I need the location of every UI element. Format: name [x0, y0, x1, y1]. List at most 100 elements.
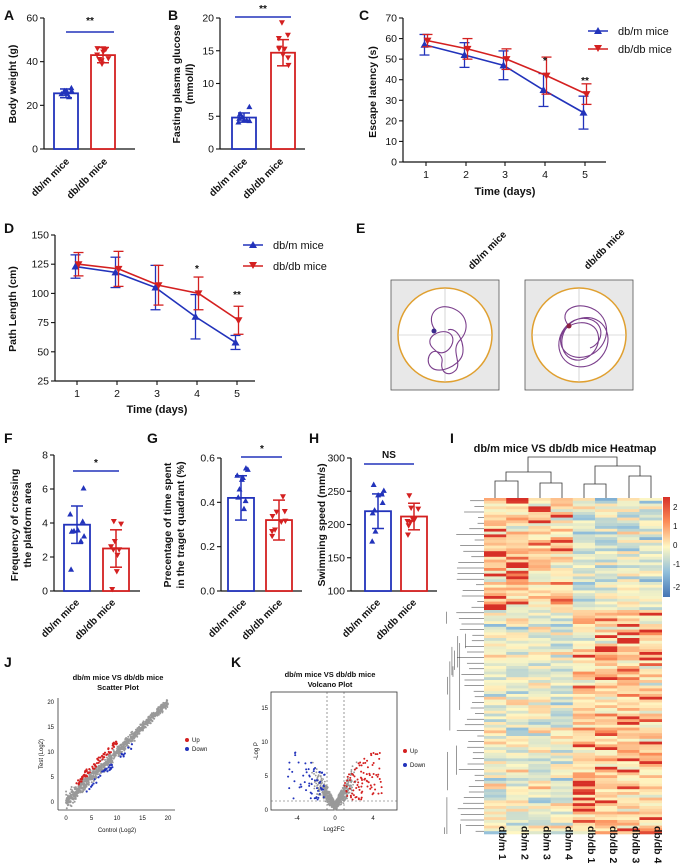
heatmap-cell — [484, 671, 507, 675]
volcano-point-up — [355, 786, 358, 789]
heatmap-cell — [484, 744, 507, 748]
heatmap-cell — [572, 705, 596, 709]
heatmap-cell — [572, 766, 596, 770]
heatmap-cell — [595, 794, 618, 798]
heatmap-cell — [484, 596, 507, 600]
heatmap-cell — [528, 780, 551, 784]
heatmap-cell — [617, 657, 640, 661]
panel-b-dot — [276, 46, 283, 52]
volcano-point-grey — [331, 804, 334, 806]
heatmap-cell — [639, 635, 662, 639]
heatmap-cell — [506, 514, 529, 518]
panel-c-xtick-label: 4 — [542, 169, 548, 181]
panel-j-legend-down: Down — [192, 747, 207, 753]
heatmap-cell — [617, 607, 640, 611]
panel-h-dot — [370, 481, 377, 487]
heatmap-cell — [617, 722, 640, 726]
scatter-point-down — [119, 755, 122, 758]
heatmap-cell — [528, 565, 551, 569]
heatmap-cell — [550, 671, 574, 675]
heatmap-cell — [639, 556, 662, 560]
heatmap-cell — [484, 828, 507, 832]
panel-letter-i: I — [450, 430, 454, 446]
heatmap-cell — [639, 789, 662, 793]
heatmap-cell — [550, 632, 574, 636]
heatmap-cell — [550, 626, 574, 630]
heatmap-column-dendrogram — [494, 456, 652, 498]
heatmap-cell — [550, 551, 574, 555]
heatmap-cell — [617, 713, 640, 717]
heatmap-cell — [639, 523, 662, 527]
heatmap-cell — [484, 568, 507, 572]
heatmap-cell — [617, 710, 640, 714]
scatter-point-grey — [76, 792, 79, 795]
heatmap-cell — [639, 512, 662, 516]
heatmap-cell — [572, 590, 596, 594]
heatmap-cell — [506, 671, 529, 675]
volcano-point-grey — [342, 788, 345, 790]
heatmap-cell — [595, 621, 618, 625]
heatmap-cell — [484, 713, 507, 717]
volcano-point-down — [310, 783, 313, 786]
scatter-point-grey — [69, 804, 72, 807]
heatmap-cell — [506, 638, 529, 642]
panel-f-dot — [111, 538, 118, 545]
heatmap-cell — [595, 523, 618, 527]
panel-c-point — [463, 45, 472, 53]
heatmap-cell — [484, 814, 507, 818]
heatmap-cell — [617, 744, 640, 748]
heatmap-cell — [617, 526, 640, 530]
panel-a-ytick-label: 0 — [32, 144, 38, 156]
heatmap-cell — [572, 618, 596, 622]
heatmap-cell — [639, 579, 662, 583]
scatter-point-grey — [66, 794, 69, 797]
heatmap-cell — [572, 663, 596, 667]
panel-h: H Swimming speed (mm/s) 100150200250300 … — [309, 430, 437, 642]
heatmap-cell — [595, 766, 618, 770]
heatmap-cell — [639, 733, 662, 737]
panel-g-dot — [272, 527, 279, 533]
scatter-point-grey — [100, 768, 103, 771]
heatmap-cell — [639, 727, 662, 731]
heatmap-cell — [550, 500, 574, 504]
heatmap-cell — [506, 666, 529, 670]
volcano-point-grey — [311, 761, 314, 764]
panel-c-ytick-label: 30 — [385, 95, 397, 107]
heatmap-cell — [639, 713, 662, 717]
heatmap-cell — [617, 719, 640, 723]
heatmap-cell — [572, 649, 596, 653]
heatmap-cell — [550, 825, 574, 829]
scatter-point-grey — [65, 793, 68, 796]
heatmap-cell — [572, 688, 596, 692]
heatmap-cell — [506, 498, 529, 502]
heatmap-cell — [506, 825, 529, 829]
heatmap-cell — [550, 556, 574, 560]
heatmap-cell — [595, 618, 618, 622]
heatmap-cell — [639, 828, 662, 832]
heatmap-cell — [617, 615, 640, 619]
heatmap-cell — [572, 607, 596, 611]
heatmap-cell — [528, 733, 551, 737]
panel-c-xtick-label: 5 — [582, 169, 588, 181]
scatter-point-grey — [149, 722, 152, 725]
heatmap-cell — [617, 604, 640, 608]
volcano-point-grey — [323, 780, 326, 783]
heatmap-cell — [572, 772, 596, 776]
heatmap-cell — [639, 640, 662, 644]
heatmap-cell — [484, 624, 507, 628]
heatmap-cell — [595, 694, 618, 698]
heatmap-cell — [617, 691, 640, 695]
scatter-point-down — [91, 784, 94, 787]
heatmap-cell — [617, 682, 640, 686]
heatmap-cell — [595, 652, 618, 656]
heatmap-cell — [484, 680, 507, 684]
volcano-point-grey — [328, 797, 331, 799]
heatmap-cell — [484, 520, 507, 524]
heatmap-cell — [484, 545, 507, 549]
heatmap-cell — [617, 677, 640, 681]
heatmap-cell — [639, 548, 662, 552]
scatter-point-grey — [142, 720, 145, 723]
heatmap-cell — [639, 775, 662, 779]
scatter-point-down — [130, 747, 133, 750]
panel-b-dot — [246, 103, 253, 110]
